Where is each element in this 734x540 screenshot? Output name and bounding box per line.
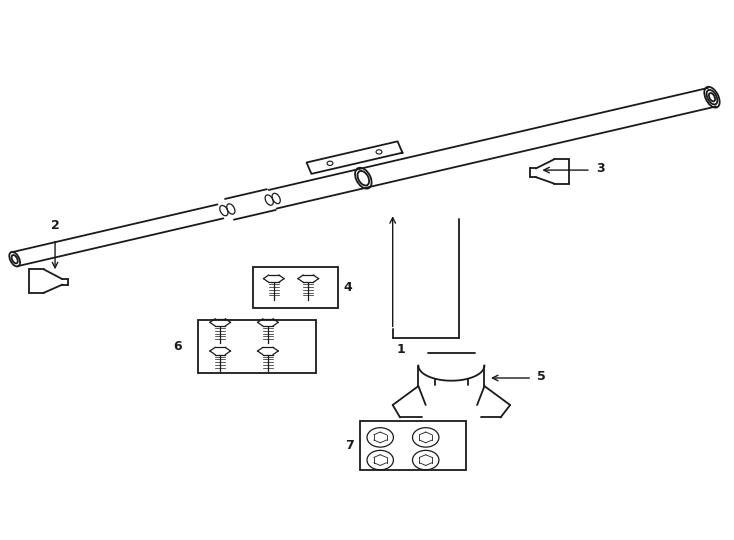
Bar [360, 421, 466, 470]
Bar [198, 320, 316, 373]
Text: 6: 6 [173, 340, 182, 353]
Text: 3: 3 [596, 162, 605, 175]
Text: 5: 5 [537, 370, 546, 383]
Text: 1: 1 [396, 343, 405, 356]
Text: 4: 4 [344, 281, 352, 294]
Text: 7: 7 [345, 439, 354, 452]
Bar [253, 267, 338, 308]
Text: 2: 2 [51, 219, 59, 232]
